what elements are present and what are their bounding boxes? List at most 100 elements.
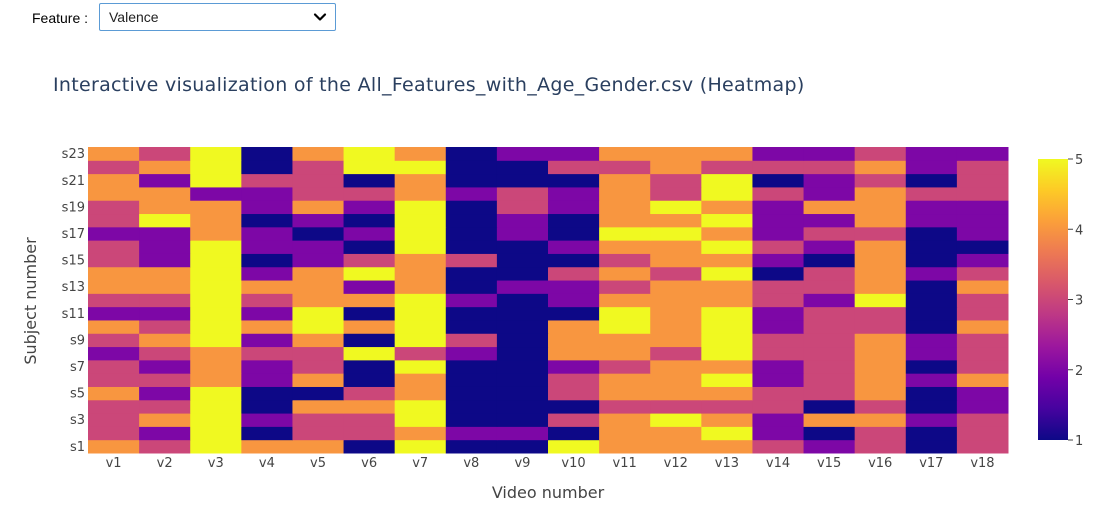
heatmap-cell [445, 306, 498, 321]
heatmap-cell [599, 186, 651, 201]
heatmap-cell [292, 226, 345, 241]
heatmap-cell [548, 439, 600, 454]
heatmap-cell [190, 160, 242, 175]
heatmap-cell [88, 413, 140, 427]
heatmap-cell [343, 253, 396, 268]
heatmap-cell [292, 386, 345, 401]
heatmap-cell [88, 399, 140, 414]
heatmap-cell [496, 213, 549, 228]
heatmap-cell [752, 173, 805, 188]
heatmap-cell [445, 200, 498, 215]
heatmap-cell [854, 213, 907, 228]
heatmap-cell [650, 413, 702, 427]
heatmap-cell [139, 173, 191, 188]
heatmap-cell [343, 186, 396, 201]
heatmap-cell [88, 226, 140, 241]
chart-title: Interactive visualization of the All_Fea… [53, 74, 805, 96]
heatmap-cell [190, 413, 242, 427]
heatmap-cell [701, 293, 753, 308]
heatmap-cell [752, 399, 805, 414]
heatmap-cell [548, 399, 600, 414]
heatmap-cell [292, 173, 345, 188]
heatmap-cell [445, 426, 498, 441]
heatmap-cell [445, 253, 498, 268]
heatmap-cell [701, 413, 753, 427]
heatmap-cell [394, 266, 447, 281]
heatmap-cell [88, 306, 140, 321]
heatmap-cell [445, 373, 498, 387]
heatmap-cell [650, 426, 702, 441]
heatmap-cell [650, 306, 702, 321]
heatmap-cell [496, 426, 549, 441]
heatmap-cell [905, 439, 958, 454]
heatmap-cell [854, 439, 907, 454]
heatmap-cell [241, 306, 293, 321]
heatmap-cell [139, 426, 191, 441]
heatmap-cell [548, 319, 600, 334]
heatmap-cell [752, 160, 805, 175]
heatmap-cell [905, 173, 958, 188]
x-tick-label: v4 [259, 456, 275, 471]
heatmap-cell [88, 240, 140, 254]
heatmap-cell [956, 413, 1009, 427]
heatmap-cell [905, 240, 958, 254]
heatmap-cell [956, 266, 1009, 281]
heatmap-cell [190, 373, 242, 387]
y-tick-label: s19 [62, 200, 85, 215]
heatmap-cell [496, 160, 549, 175]
heatmap-cell [854, 399, 907, 414]
heatmap-cell [752, 333, 805, 348]
heatmap-cell [905, 306, 958, 321]
heatmap-cell [956, 333, 1009, 348]
heatmap-cell [905, 280, 958, 294]
heatmap-cell [599, 306, 651, 321]
heatmap-cell [139, 200, 191, 215]
heatmap-cell [241, 226, 293, 241]
heatmap-cell [650, 280, 702, 294]
heatmap-cell [496, 226, 549, 241]
heatmap-cell [701, 359, 753, 374]
x-tick-label: v16 [868, 456, 892, 471]
heatmap-cell [394, 399, 447, 414]
heatmap-cell [445, 213, 498, 228]
heatmap-cell [496, 346, 549, 361]
feature-dropdown[interactable]: Valence [99, 3, 336, 31]
heatmap-cell [445, 359, 498, 374]
heatmap-cell [701, 333, 753, 348]
heatmap-cell [599, 200, 651, 215]
heatmap-cell [139, 293, 191, 308]
heatmap-cell [139, 226, 191, 241]
heatmap-cell [956, 253, 1009, 268]
heatmap-cell [343, 226, 396, 241]
heatmap-cell [394, 293, 447, 308]
heatmap-cell [956, 160, 1009, 175]
heatmap-cell [854, 253, 907, 268]
heatmap-cell [88, 147, 140, 161]
heatmap-cell [292, 147, 345, 161]
heatmap-cell [496, 386, 549, 401]
heatmap-cell [599, 226, 651, 241]
heatmap-cell [548, 280, 600, 294]
heatmap-cell [88, 253, 140, 268]
heatmap-cell [752, 200, 805, 215]
heatmap-cell [599, 266, 651, 281]
y-tick-label: s21 [62, 174, 85, 189]
heatmap-cell [854, 319, 907, 334]
heatmap-cell [190, 319, 242, 334]
heatmap-cell [394, 439, 447, 454]
heatmap-cell [905, 293, 958, 308]
heatmap-cell [292, 373, 345, 387]
heatmap-cell [752, 147, 805, 161]
heatmap-cell [190, 399, 242, 414]
y-tick-label: s11 [62, 307, 85, 322]
heatmap-cell [650, 373, 702, 387]
heatmap-cell [956, 306, 1009, 321]
heatmap-cell [803, 173, 856, 188]
heatmap-cell [394, 386, 447, 401]
heatmap-cell [445, 346, 498, 361]
heatmap-cell [905, 160, 958, 175]
heatmap-cell [139, 439, 191, 454]
heatmap-cell [956, 226, 1009, 241]
heatmap-cell [599, 213, 651, 228]
heatmap-cell [496, 186, 549, 201]
